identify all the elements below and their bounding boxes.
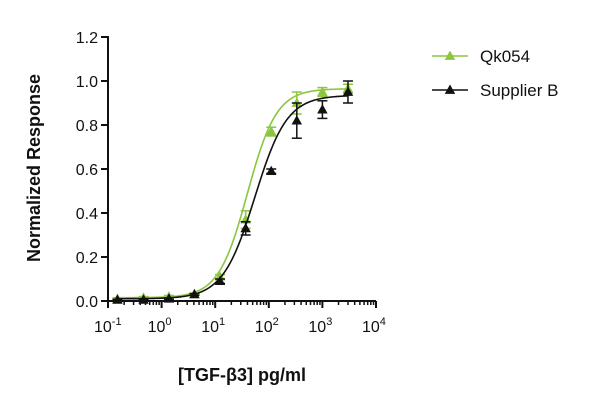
data-point [342,86,354,96]
data-point [266,126,277,136]
x-tick-exponent: 0 [165,316,171,328]
x-tick-label: 103 [308,316,332,336]
x-tick-exponent: 4 [380,316,386,328]
plot-area [112,80,354,304]
data-point [214,275,226,286]
x-tick-base: 10 [362,319,380,336]
y-tick-label: 0.4 [76,206,98,223]
data-point [266,165,277,176]
x-tick-label: 10-1 [94,316,122,336]
x-tick-label: 100 [148,316,172,336]
series-0 [112,83,354,303]
legend-marker [444,84,456,94]
x-tick-label: 104 [362,316,386,336]
x-tick-exponent: 2 [273,316,279,328]
y-axis-title: Normalized Response [24,74,44,262]
x-tick-base: 10 [94,319,112,336]
fit-curve [116,88,348,299]
x-tick-base: 10 [148,319,166,336]
x-tick-label: 102 [255,316,279,336]
x-tick-base: 10 [201,319,219,336]
y-tick-label: 0.8 [76,118,98,135]
y-tick-label: 0.0 [76,294,98,311]
y-tick-label: 1.2 [76,30,98,47]
axes [107,36,376,302]
x-tick-exponent: 3 [326,316,332,328]
data-point [189,288,200,299]
x-axis-title: [TGF-β3] pg/ml [178,365,306,385]
data-point [317,104,328,114]
legend: Qk054 Supplier B [432,47,558,100]
y-ticks: 0.0 0.2 0.4 0.6 0.8 1.0 1.2 [76,30,108,311]
x-tick-base: 10 [255,319,273,336]
y-tick-label: 0.6 [76,162,98,179]
legend-label: Qk054 [480,47,530,66]
x-ticks: 10-1 100 101 102 103 104 [94,301,386,336]
x-tick-base: 10 [308,319,326,336]
data-point [291,97,303,107]
data-point [291,115,303,125]
y-tick-label: 0.2 [76,250,98,267]
x-tick-exponent: -1 [112,316,122,328]
x-tick-label: 101 [201,316,225,336]
data-point [317,86,328,96]
series-1 [112,80,354,304]
fit-curve [116,95,348,300]
y-tick-label: 1.0 [76,74,98,91]
x-tick-exponent: 1 [219,316,225,328]
data-point [240,222,251,233]
legend-marker [444,50,456,60]
legend-label: Supplier B [480,81,558,100]
